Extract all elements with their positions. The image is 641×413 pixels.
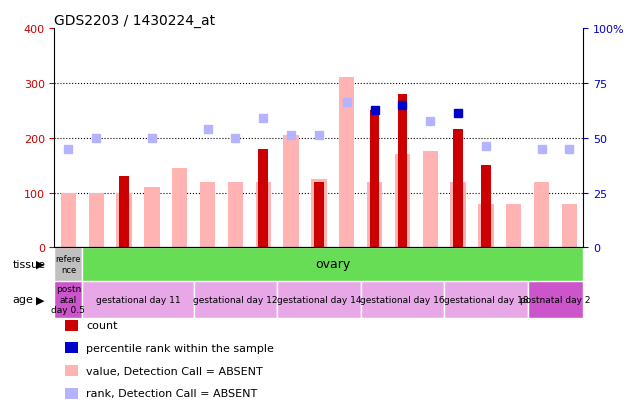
Bar xyxy=(422,152,438,248)
Bar xyxy=(54,281,82,318)
Text: rank, Detection Call = ABSENT: rank, Detection Call = ABSENT xyxy=(87,389,258,399)
Bar xyxy=(395,155,410,248)
Bar xyxy=(528,281,583,318)
Bar xyxy=(453,130,463,248)
Bar xyxy=(283,135,299,248)
Text: value, Detection Call = ABSENT: value, Detection Call = ABSENT xyxy=(87,366,263,376)
Bar xyxy=(65,388,78,399)
Text: gestational day 16: gestational day 16 xyxy=(360,295,445,304)
Bar xyxy=(61,193,76,248)
Bar xyxy=(277,281,361,318)
Bar xyxy=(481,166,491,248)
Bar xyxy=(506,204,521,248)
Bar xyxy=(200,182,215,248)
Bar xyxy=(119,177,129,248)
Text: gestational day 18: gestational day 18 xyxy=(444,295,528,304)
Bar xyxy=(172,169,187,248)
Text: ▶: ▶ xyxy=(36,294,45,304)
Text: percentile rank within the sample: percentile rank within the sample xyxy=(87,343,274,353)
Text: ▶: ▶ xyxy=(36,259,45,269)
Bar xyxy=(534,182,549,248)
Bar xyxy=(144,188,160,248)
Bar xyxy=(88,193,104,248)
Bar xyxy=(451,182,466,248)
Text: postn
atal
day 0.5: postn atal day 0.5 xyxy=(51,285,85,314)
Text: age: age xyxy=(13,294,34,304)
Text: GDS2203 / 1430224_at: GDS2203 / 1430224_at xyxy=(54,14,215,28)
Bar xyxy=(258,149,268,248)
Text: postnatal day 2: postnatal day 2 xyxy=(520,295,591,304)
Bar xyxy=(367,182,382,248)
Text: count: count xyxy=(87,320,118,330)
Text: gestational day 12: gestational day 12 xyxy=(193,295,278,304)
Bar xyxy=(478,204,494,248)
Bar xyxy=(65,320,78,331)
Bar xyxy=(82,281,194,318)
Bar xyxy=(194,281,277,318)
Text: ovary: ovary xyxy=(315,258,351,271)
Text: tissue: tissue xyxy=(13,259,46,269)
Bar xyxy=(397,95,407,248)
Bar xyxy=(256,182,271,248)
Bar xyxy=(444,281,528,318)
Bar xyxy=(65,365,78,376)
Bar xyxy=(228,182,243,248)
Bar xyxy=(339,78,354,248)
Bar xyxy=(562,204,577,248)
Text: gestational day 14: gestational day 14 xyxy=(277,295,361,304)
Bar xyxy=(314,182,324,248)
Bar xyxy=(370,111,379,248)
Bar xyxy=(54,248,82,281)
Bar xyxy=(312,179,326,248)
Bar xyxy=(361,281,444,318)
Text: refere
nce: refere nce xyxy=(56,255,81,274)
Text: gestational day 11: gestational day 11 xyxy=(96,295,180,304)
Bar xyxy=(117,193,131,248)
Bar xyxy=(65,342,78,354)
